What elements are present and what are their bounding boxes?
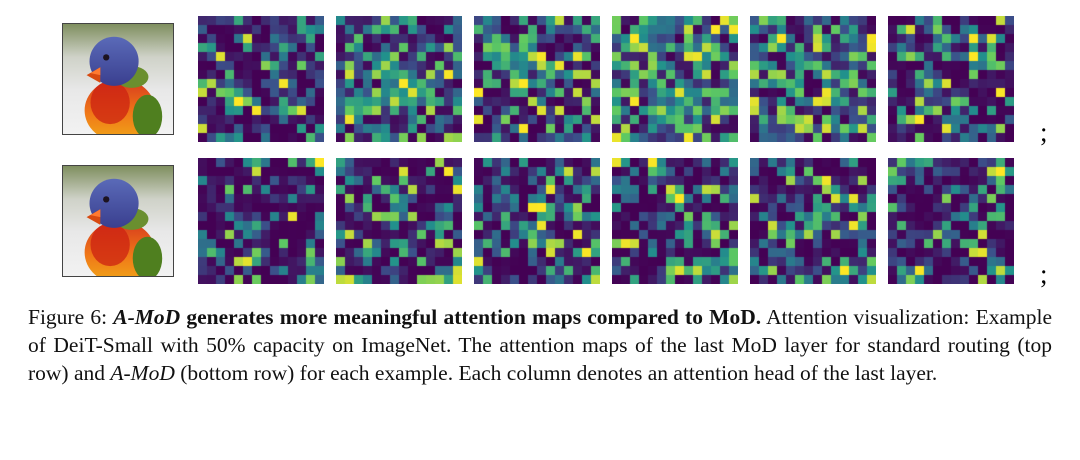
- caption-body-2: (bottom row) for each example. Each colu…: [174, 360, 938, 385]
- attention-map-head2-bottom: [336, 158, 462, 284]
- attention-map-head6-bottom: [888, 158, 1014, 284]
- attention-map-head4-top: [612, 16, 738, 142]
- input-image-parrot-bottom: [62, 165, 174, 277]
- caption-figure-label: Figure 6:: [28, 305, 114, 329]
- row-end-semicolon-top: ;: [1040, 117, 1048, 147]
- attention-map-head3-bottom: [474, 158, 600, 284]
- attention-map-head5-top: [750, 16, 876, 142]
- attention-row-a-mod: ;: [0, 158, 1080, 288]
- attention-map-head4-bottom: [612, 158, 738, 284]
- caption-amod-bold: A-MoD: [113, 305, 181, 329]
- caption-body-1: Attention visualization: Example of DeiT…: [28, 305, 1053, 385]
- attention-map-head1-top: [198, 16, 324, 142]
- attention-map-head3-top: [474, 16, 600, 142]
- figure-caption: Figure 6: A-MoD generates more meaningfu…: [28, 304, 1052, 388]
- caption-bold-claim: generates more meaningful attention maps…: [180, 305, 762, 329]
- attention-map-head5-bottom: [750, 158, 876, 284]
- attention-map-head2-top: [336, 16, 462, 142]
- attention-map-head1-bottom: [198, 158, 324, 284]
- parrot-illustration: [63, 24, 173, 134]
- paper-figure-6: ; ; Figure 6: A-MoD generates more me: [0, 16, 1080, 460]
- row-end-semicolon-bottom: ;: [1040, 259, 1048, 289]
- attention-row-standard-routing: ;: [0, 16, 1080, 146]
- input-image-parrot-top: [62, 23, 174, 135]
- attention-map-head6-top: [888, 16, 1014, 142]
- parrot-illustration: [63, 166, 173, 276]
- caption-amod-italic: A-MoD: [110, 360, 175, 385]
